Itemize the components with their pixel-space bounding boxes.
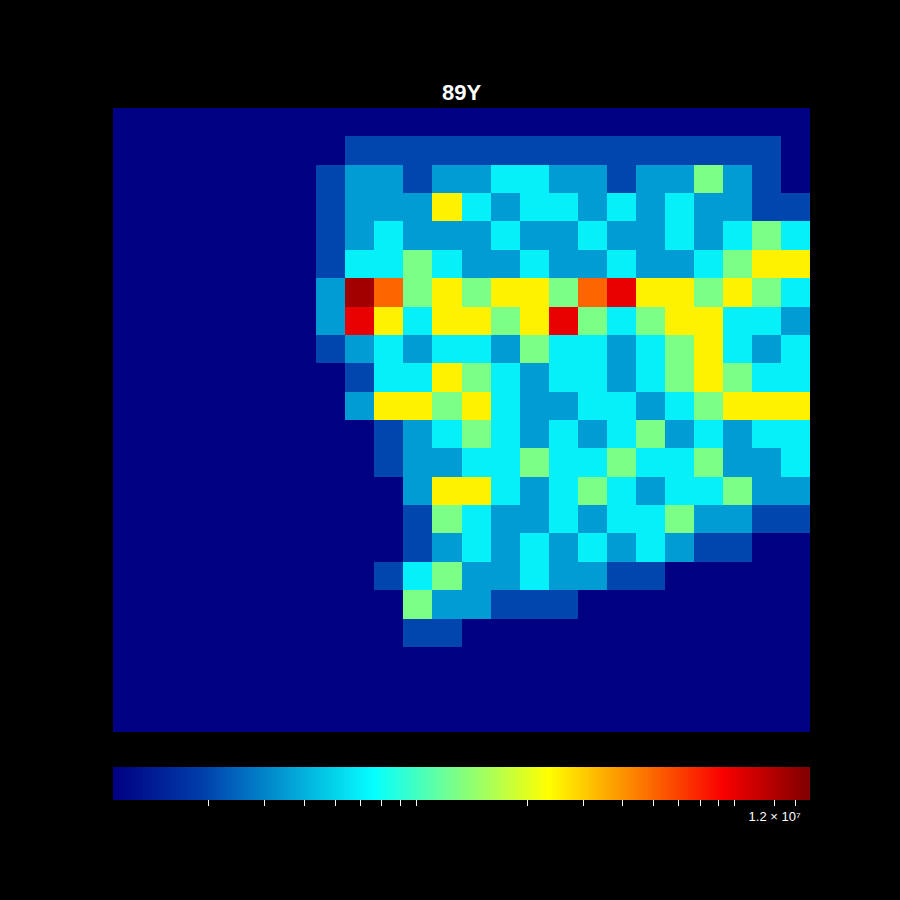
svg-text:89Y: 89Y	[442, 80, 481, 105]
svg-text:1.2 × 10⁷: 1.2 × 10⁷	[749, 809, 801, 824]
